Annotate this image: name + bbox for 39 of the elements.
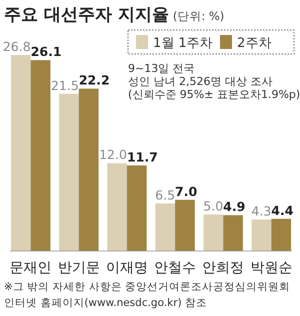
bar bbox=[223, 215, 243, 251]
chart-title: 주요 대선주자 지지율 bbox=[4, 5, 169, 25]
bar bbox=[252, 220, 272, 251]
bar bbox=[59, 94, 79, 251]
bar bbox=[175, 200, 195, 251]
data-label: 5.0 bbox=[203, 198, 224, 214]
text: ※그 밖의 자세한 사항은 중앙선거여론조사공정심의위원회 bbox=[4, 281, 290, 293]
annotation: 성인 남녀 2,526명 대상 조사 bbox=[128, 75, 272, 88]
data-label: 6.5 bbox=[155, 187, 176, 202]
chart-subtitle: (단위: %) bbox=[172, 9, 224, 23]
bar bbox=[155, 203, 176, 251]
legend-label: 2주차 bbox=[237, 36, 272, 51]
annotation: (신뢰수준 95%± 표본오차1.9%p) bbox=[128, 88, 300, 101]
x-tick-label: 이재명 bbox=[106, 260, 148, 276]
data-label: 26.8 bbox=[2, 39, 31, 54]
bar bbox=[10, 55, 31, 251]
x-tick-label: 박원순 bbox=[250, 260, 292, 276]
data-label: 22.2 bbox=[78, 72, 110, 88]
bar bbox=[271, 218, 292, 251]
data-label: 4.4 bbox=[271, 202, 294, 218]
bar bbox=[30, 60, 50, 251]
x-tick-label: 반기문 bbox=[58, 260, 100, 276]
data-label: 21.5 bbox=[50, 78, 79, 93]
annotation: 9~13일 전국 bbox=[128, 62, 195, 75]
data-label: 12.0 bbox=[99, 147, 127, 162]
x-tick-label: 문재인 bbox=[10, 260, 52, 276]
bar bbox=[107, 163, 127, 251]
data-label: 4.3 bbox=[251, 204, 272, 219]
data-label: 7.0 bbox=[175, 184, 198, 199]
x-tick-label: 안철수 bbox=[154, 260, 196, 276]
legend-label: 1월 1주차 bbox=[153, 36, 213, 51]
data-label: 26.1 bbox=[30, 44, 62, 60]
data-label: 11.7 bbox=[126, 149, 158, 164]
bar bbox=[78, 88, 99, 251]
text: 인터넷 홈페이지(www.nesdc.go.kr) 참조 bbox=[4, 297, 208, 309]
x-tick-label: 안희정 bbox=[202, 260, 244, 276]
bar bbox=[126, 165, 147, 251]
data-label: 4.9 bbox=[223, 199, 246, 214]
bar bbox=[203, 214, 224, 251]
